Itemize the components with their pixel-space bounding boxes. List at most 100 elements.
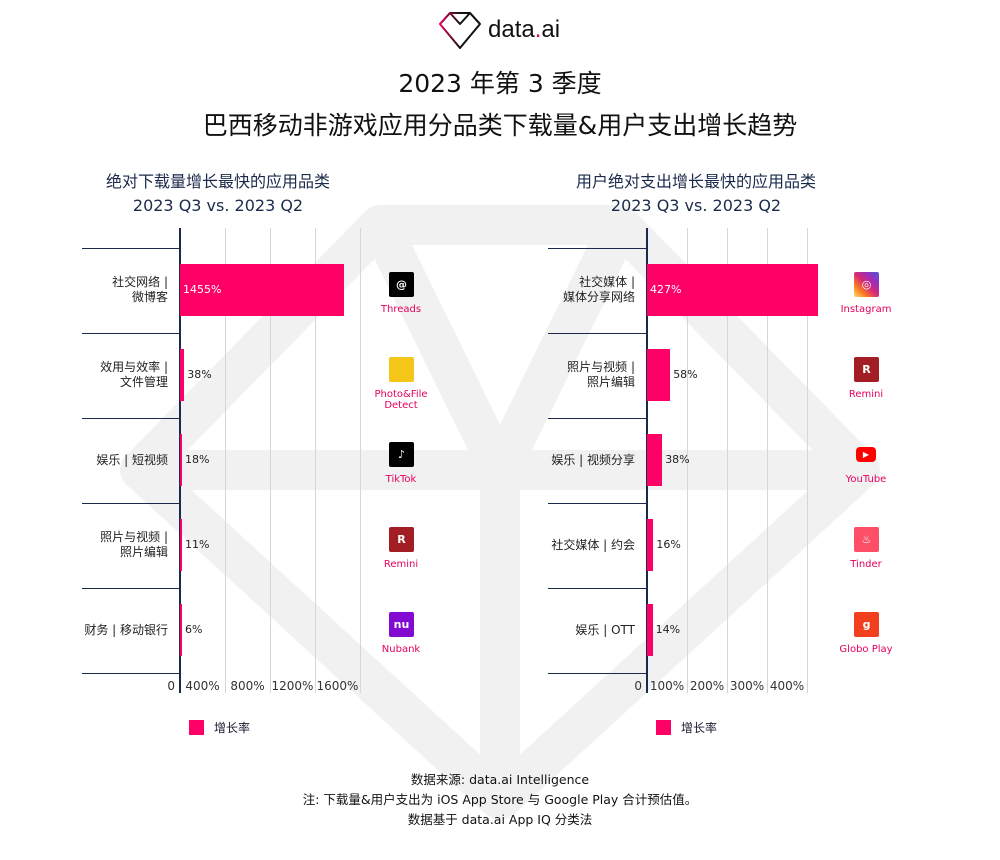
app-name: Globo Play bbox=[839, 644, 893, 655]
value-label: 18% bbox=[185, 453, 210, 466]
row-divider bbox=[548, 673, 647, 674]
bar-2 bbox=[180, 434, 183, 486]
row-divider bbox=[548, 418, 647, 419]
category-label: 社交媒体 | 媒体分享网络 bbox=[543, 275, 635, 305]
chart-title: 绝对下载量增长最快的应用品类 bbox=[105, 172, 330, 191]
row-divider bbox=[548, 503, 647, 504]
tinder-icon: ♨ bbox=[854, 527, 879, 552]
logo-text: data.ai bbox=[488, 16, 561, 43]
remini-icon: R bbox=[854, 357, 879, 382]
category-label: 社交网络 | 微博客 bbox=[76, 275, 168, 305]
row-divider bbox=[82, 588, 180, 589]
category-label-line: 照片与视频 | bbox=[567, 360, 635, 374]
x-tick-label: 400% bbox=[769, 679, 805, 693]
category-label-line: 娱乐 | 视频分享 bbox=[551, 452, 635, 467]
x-tick-label: 400% bbox=[185, 679, 220, 693]
bar-4 bbox=[647, 604, 653, 656]
legend-swatch bbox=[189, 720, 204, 735]
category-label: 娱乐 | 视频分享 bbox=[543, 453, 635, 468]
bar-1 bbox=[647, 349, 671, 401]
x-tick-label: 200% bbox=[689, 679, 725, 693]
app-name: TikTok bbox=[385, 474, 417, 485]
category-label: 娱乐 | OTT bbox=[543, 623, 635, 638]
category-label-line: 财务 | 移动银行 bbox=[84, 622, 168, 637]
gridline bbox=[807, 228, 808, 693]
category-label: 照片与视频 | 照片编辑 bbox=[543, 360, 635, 390]
value-label: 427% bbox=[650, 283, 682, 296]
category-label-line: 文件管理 bbox=[119, 375, 168, 389]
value-label: 6% bbox=[185, 623, 203, 636]
category-label-line: 娱乐 | OTT bbox=[575, 622, 635, 637]
folder-icon bbox=[389, 357, 414, 382]
category-label: 效用与效率 | 文件管理 bbox=[76, 360, 168, 390]
youtube-icon: ▶ bbox=[856, 447, 876, 462]
nubank-icon: nu bbox=[389, 612, 414, 637]
row-divider bbox=[82, 673, 180, 674]
value-label: 1455% bbox=[183, 283, 222, 296]
remini-icon: R bbox=[389, 527, 414, 552]
value-label: 58% bbox=[673, 368, 698, 381]
bar-3 bbox=[180, 519, 182, 571]
gridline bbox=[727, 228, 728, 693]
app-name: Photo&File Detect bbox=[374, 389, 428, 411]
category-label-line: 效用与效率 | bbox=[100, 360, 168, 374]
category-label-line: 社交媒体 | 约会 bbox=[551, 537, 635, 552]
instagram-icon: ◎ bbox=[854, 272, 879, 297]
footer: 数据来源: data.ai Intelligence 注: 下载量&用户支出为 … bbox=[0, 770, 1000, 830]
gridline bbox=[225, 228, 226, 693]
value-label: 38% bbox=[665, 453, 690, 466]
chart-title: 用户绝对支出增长最快的应用品类 bbox=[575, 172, 816, 191]
row-divider bbox=[548, 333, 647, 334]
footer-taxonomy: 数据基于 data.ai App IQ 分类法 bbox=[407, 812, 593, 827]
x-tick-label: 1600% bbox=[316, 679, 359, 693]
category-label-line: 照片编辑 bbox=[586, 375, 635, 389]
app-name: Remini bbox=[848, 389, 884, 400]
category-label: 财务 | 移动银行 bbox=[76, 623, 168, 638]
app-name: Nubank bbox=[381, 644, 421, 655]
row-divider bbox=[82, 248, 180, 249]
value-label: 16% bbox=[656, 538, 681, 551]
gridline bbox=[315, 228, 316, 693]
row-divider bbox=[548, 588, 647, 589]
footer-note: 注: 下载量&用户支出为 iOS App Store 与 Google Play… bbox=[302, 792, 698, 807]
app-name: Remini bbox=[383, 559, 419, 570]
footer-source: 数据来源: data.ai Intelligence bbox=[410, 772, 590, 787]
category-label-line: 社交网络 | bbox=[112, 275, 168, 289]
app-name: Threads bbox=[380, 304, 422, 315]
category-label-line: 微博客 bbox=[131, 290, 168, 304]
row-divider bbox=[82, 418, 180, 419]
bar-0 bbox=[180, 264, 344, 316]
bar-1 bbox=[180, 349, 185, 401]
threads-icon: @ bbox=[389, 272, 414, 297]
legend: 增长率 bbox=[656, 719, 717, 736]
bar-3 bbox=[647, 519, 654, 571]
gridline bbox=[360, 228, 361, 693]
value-label: 14% bbox=[655, 623, 681, 636]
gridline bbox=[687, 228, 688, 693]
legend-label: 增长率 bbox=[681, 721, 718, 735]
legend: 增长率 bbox=[189, 719, 250, 736]
app-name: Tinder bbox=[850, 559, 882, 570]
chart-subtitle: 2023 Q3 vs. 2023 Q2 bbox=[610, 196, 782, 215]
value-label: 11% bbox=[185, 538, 210, 551]
page-title-line1: 2023 年第 3 季度 bbox=[398, 69, 602, 98]
gridline bbox=[270, 228, 271, 693]
category-label-line: 媒体分享网络 bbox=[562, 290, 635, 304]
row-divider bbox=[548, 248, 647, 249]
row-divider bbox=[82, 503, 180, 504]
app-name: Instagram bbox=[840, 304, 892, 315]
row-divider bbox=[82, 333, 180, 334]
page-title-line2: 巴西移动非游戏应用分品类下载量&用户支出增长趋势 bbox=[202, 111, 798, 140]
x-tick-label: 1200% bbox=[271, 679, 314, 693]
x-tick-label: 300% bbox=[729, 679, 765, 693]
bar-2 bbox=[647, 434, 663, 486]
legend-label: 增长率 bbox=[214, 721, 251, 735]
diamond-logo-icon bbox=[439, 12, 481, 49]
x-tick-label: 0 bbox=[634, 679, 642, 693]
x-tick-label: 0 bbox=[167, 679, 175, 693]
category-label-line: 娱乐 | 短视频 bbox=[96, 452, 168, 467]
gridline bbox=[767, 228, 768, 693]
bar-0 bbox=[647, 264, 818, 316]
x-tick-label: 100% bbox=[649, 679, 685, 693]
x-tick-label: 800% bbox=[230, 679, 265, 693]
